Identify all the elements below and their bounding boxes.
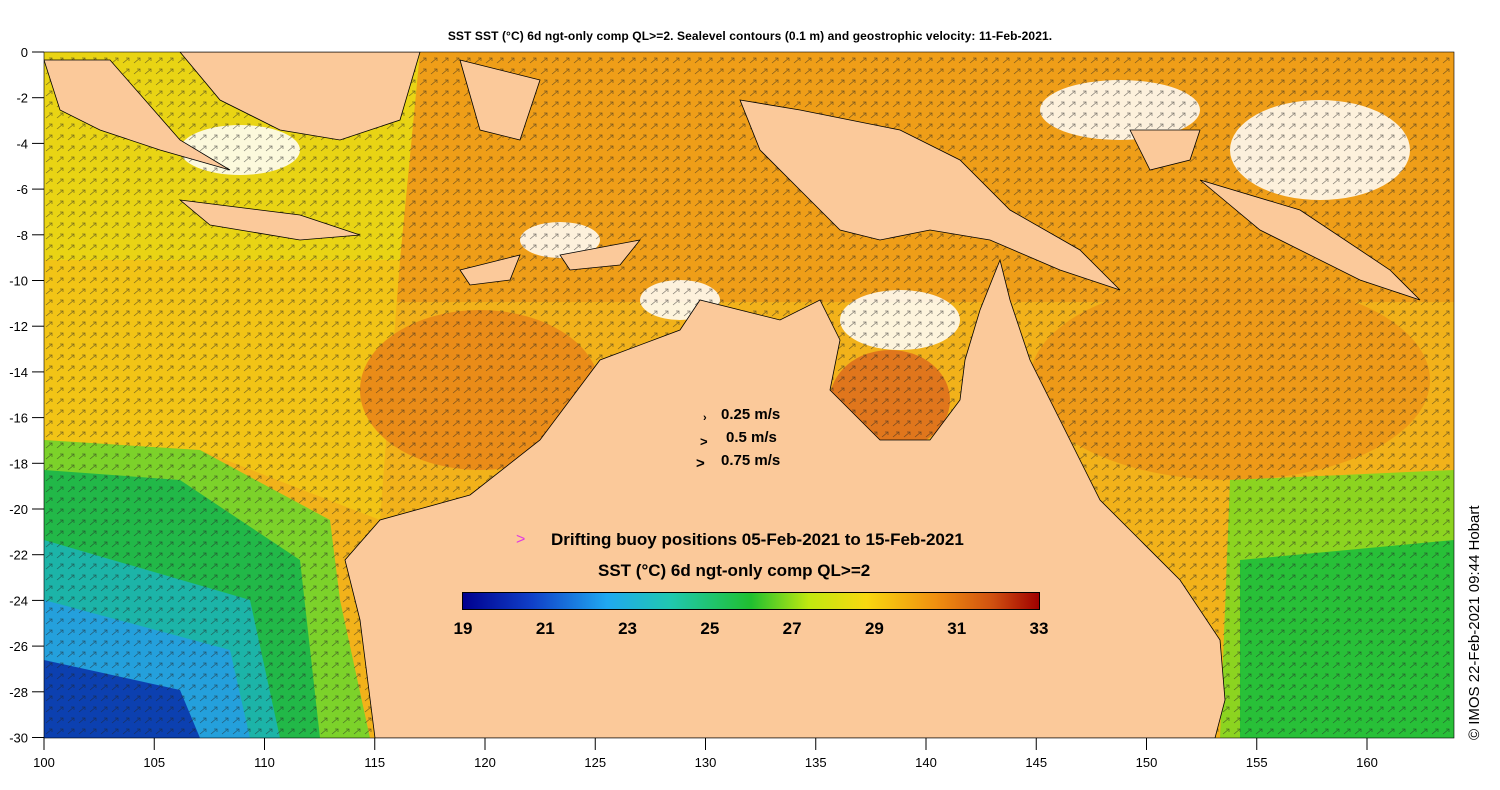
x-tick-label: 120: [474, 755, 496, 770]
sst-field: [44, 52, 1454, 738]
y-tick-label: -6: [16, 182, 28, 197]
colorbar-tick-label: 23: [618, 619, 638, 638]
colorbar: [462, 592, 1040, 610]
y-tick-label: -14: [9, 365, 28, 380]
x-axis: 100 105 110 115 120 125 130 135 140 145 150 155 160: [33, 738, 1378, 770]
velocity-label-075: 0.75 m/s: [721, 452, 781, 469]
colorbar-tick-label: 25: [700, 619, 720, 638]
y-tick-label: -26: [9, 639, 28, 654]
x-tick-label: 115: [364, 755, 385, 770]
x-tick-label: 140: [915, 755, 937, 770]
velocity-arrow-medium: >: [700, 434, 708, 449]
colorbar-tick-label: 31: [947, 619, 967, 638]
map-title: SST SST (°C) 6d ngt-only comp QL>=2. Sea…: [447, 29, 1053, 43]
buoy-marker-icon: >: [516, 531, 526, 548]
y-tick-label: -12: [9, 319, 28, 334]
x-tick-label: 130: [695, 755, 717, 770]
y-tick-label: -30: [9, 731, 28, 746]
x-tick-label: 150: [1136, 755, 1158, 770]
colorbar-tick-label: 33: [1029, 619, 1049, 638]
y-tick-label: -24: [9, 593, 28, 608]
x-tick-label: 110: [254, 755, 275, 770]
y-tick-label: -4: [16, 136, 28, 151]
x-tick-label: 105: [143, 755, 165, 770]
y-tick-label: -10: [9, 274, 28, 289]
colorbar-tick-label: 29: [864, 619, 884, 638]
y-axis: 0 -2 -4 -6 -8 -10 -12 -14 -16 -18 -20 -22 -24 -26 -28 -…: [9, 45, 44, 746]
x-tick-label: 135: [805, 755, 827, 770]
velocity-arrow-large: >: [696, 455, 705, 472]
x-tick-label: 100: [33, 755, 55, 770]
y-tick-label: -2: [16, 91, 28, 106]
y-tick-label: -28: [9, 685, 28, 700]
copyright-label: © IMOS 22-Feb-2021 09:44 Hobart: [1466, 505, 1483, 740]
x-tick-label: 125: [584, 755, 606, 770]
buoy-legend-label: Drifting buoy positions 05-Feb-2021 to 1…: [551, 530, 964, 549]
colorbar-tick-label: 19: [453, 619, 473, 638]
colorbar-title: SST (°C) 6d ngt-only comp QL>=2: [598, 561, 871, 580]
velocity-label-05: 0.5 m/s: [726, 429, 777, 446]
y-tick-label: -22: [9, 548, 28, 563]
x-tick-label: 160: [1356, 755, 1378, 770]
velocity-label-025: 0.25 m/s: [721, 406, 781, 423]
velocity-arrow-small: ›: [703, 412, 707, 424]
x-tick-label: 145: [1025, 755, 1047, 770]
y-tick-label: -20: [9, 502, 28, 517]
colorbar-tick-label: 27: [782, 619, 802, 638]
x-tick-label: 155: [1246, 755, 1268, 770]
y-tick-label: -18: [9, 456, 28, 471]
y-tick-label: 0: [21, 45, 28, 60]
colorbar-tick-label: 21: [535, 619, 555, 638]
y-tick-label: -8: [16, 228, 28, 243]
y-tick-label: -16: [9, 411, 28, 426]
